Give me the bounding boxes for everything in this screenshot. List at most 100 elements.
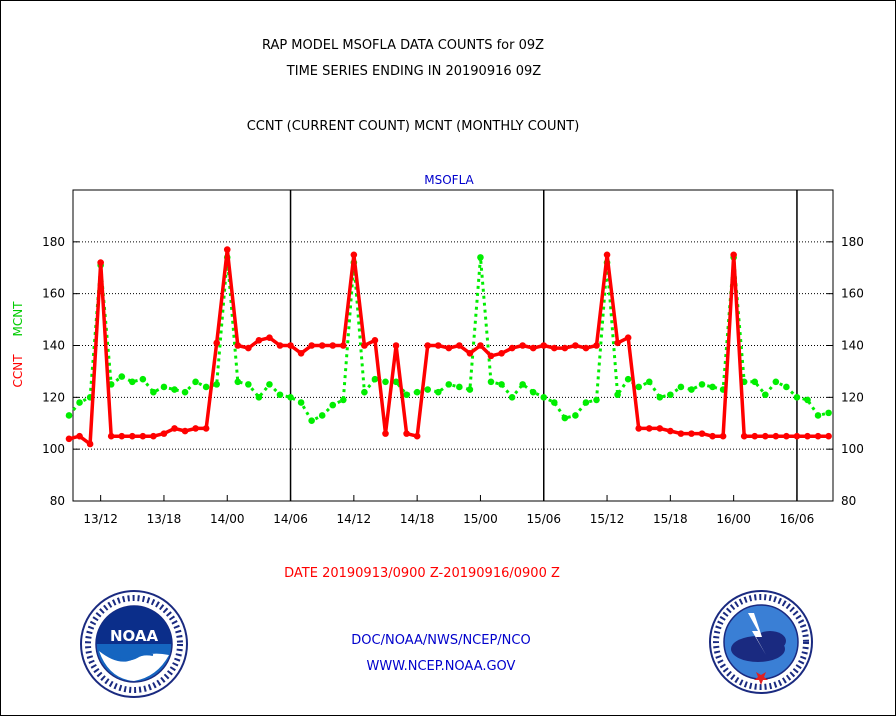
y-label-mcnt: MCNT bbox=[11, 301, 25, 337]
point-ccnt bbox=[223, 246, 231, 253]
point-ccnt bbox=[698, 430, 706, 437]
point-ccnt bbox=[624, 334, 632, 342]
point-ccnt bbox=[255, 337, 263, 344]
point-mcnt bbox=[593, 396, 600, 404]
point-ccnt bbox=[614, 339, 621, 347]
point-mcnt bbox=[624, 375, 632, 383]
point-mcnt bbox=[762, 391, 769, 399]
point-ccnt bbox=[709, 432, 716, 440]
point-ccnt bbox=[456, 342, 463, 349]
point-ccnt bbox=[150, 432, 157, 440]
xtick-label: 15/06 bbox=[526, 512, 561, 526]
point-ccnt bbox=[361, 342, 368, 349]
y-axis-label: CCNT MCNT bbox=[11, 301, 25, 388]
x-axis-ticks: 13/12 13/18 14/00 14/06 14/12 14/18 15/00 15/06… bbox=[83, 495, 814, 526]
point-ccnt bbox=[751, 432, 759, 440]
point-mcnt bbox=[825, 409, 832, 417]
point-mcnt bbox=[498, 381, 505, 388]
point-ccnt bbox=[519, 342, 526, 349]
point-ccnt bbox=[329, 342, 337, 349]
xtick-label: 13/18 bbox=[147, 512, 182, 526]
website-link[interactable]: WWW.NCEP.NOAA.GOV bbox=[366, 659, 516, 674]
point-ccnt bbox=[65, 435, 73, 443]
point-ccnt bbox=[76, 432, 83, 440]
point-ccnt bbox=[434, 342, 442, 349]
ytick-label-left: 140 bbox=[42, 339, 65, 353]
point-ccnt bbox=[508, 344, 516, 352]
point-mcnt bbox=[234, 378, 242, 386]
point-mcnt bbox=[371, 375, 379, 383]
xtick-label: 14/00 bbox=[210, 512, 245, 526]
point-mcnt bbox=[783, 383, 790, 391]
ytick-label-right: 140 bbox=[841, 339, 864, 353]
xtick-label: 15/00 bbox=[463, 512, 498, 526]
point-mcnt bbox=[561, 414, 569, 422]
point-mcnt bbox=[677, 383, 685, 391]
point-mcnt bbox=[361, 388, 368, 396]
noaa-logo-icon: NOAA bbox=[80, 590, 188, 698]
xtick-label: 13/12 bbox=[83, 512, 118, 526]
point-ccnt bbox=[719, 432, 727, 440]
point-ccnt bbox=[118, 432, 126, 440]
ytick-label-left: 160 bbox=[42, 287, 65, 301]
xtick-label: 16/06 bbox=[780, 512, 815, 526]
point-ccnt bbox=[783, 432, 790, 440]
org-path: DOC/NOAA/NWS/NCEP/NCO bbox=[351, 633, 531, 648]
point-mcnt bbox=[129, 378, 136, 386]
point-ccnt bbox=[445, 344, 453, 352]
point-mcnt bbox=[160, 383, 168, 391]
ytick-label-left: 80 bbox=[50, 494, 65, 508]
point-ccnt bbox=[487, 352, 495, 360]
point-mcnt bbox=[392, 378, 400, 386]
point-mcnt bbox=[181, 388, 189, 396]
point-ccnt bbox=[529, 344, 537, 352]
point-mcnt bbox=[76, 399, 83, 406]
point-mcnt bbox=[487, 378, 495, 386]
point-ccnt bbox=[213, 339, 220, 347]
point-mcnt bbox=[529, 388, 537, 396]
point-ccnt bbox=[477, 342, 484, 349]
title-line-2: TIME SERIES ENDING IN 20190916 09Z bbox=[286, 64, 542, 79]
y-axis-ticks: 80 80 100 100 120 120 140 140 160 160 180 180 bbox=[42, 235, 864, 508]
point-ccnt bbox=[730, 251, 737, 259]
point-ccnt bbox=[762, 432, 769, 440]
point-mcnt bbox=[266, 381, 273, 388]
y-label-ccnt: CCNT bbox=[11, 354, 25, 388]
point-ccnt bbox=[603, 251, 611, 259]
point-ccnt bbox=[181, 427, 189, 435]
point-mcnt bbox=[329, 401, 337, 409]
xtick-label: 14/18 bbox=[400, 512, 435, 526]
point-mcnt bbox=[213, 381, 220, 388]
point-mcnt bbox=[202, 383, 210, 391]
ytick-label-right: 120 bbox=[841, 390, 864, 404]
point-ccnt bbox=[814, 432, 822, 440]
point-mcnt bbox=[297, 399, 305, 406]
point-mcnt bbox=[656, 394, 664, 401]
point-mcnt bbox=[698, 381, 706, 388]
point-mcnt bbox=[308, 417, 315, 424]
point-ccnt bbox=[129, 432, 136, 440]
point-ccnt bbox=[466, 349, 474, 357]
point-ccnt bbox=[540, 342, 548, 349]
point-mcnt bbox=[287, 394, 294, 401]
point-mcnt bbox=[139, 375, 147, 383]
series-line-mcnt bbox=[67, 255, 829, 423]
point-ccnt bbox=[677, 430, 685, 437]
point-ccnt bbox=[371, 337, 379, 344]
point-ccnt bbox=[382, 430, 389, 437]
point-ccnt bbox=[688, 430, 695, 437]
point-ccnt bbox=[287, 342, 294, 349]
point-ccnt bbox=[498, 349, 505, 357]
xtick-label: 15/18 bbox=[653, 512, 688, 526]
chart-title: MSOFLA bbox=[424, 173, 474, 187]
point-mcnt bbox=[150, 388, 157, 396]
point-ccnt bbox=[424, 342, 432, 349]
point-ccnt bbox=[171, 425, 178, 432]
point-mcnt bbox=[382, 378, 389, 386]
point-ccnt bbox=[86, 440, 94, 448]
point-mcnt bbox=[456, 383, 463, 391]
point-mcnt bbox=[340, 396, 347, 404]
point-ccnt bbox=[561, 344, 569, 352]
point-mcnt bbox=[413, 388, 421, 396]
